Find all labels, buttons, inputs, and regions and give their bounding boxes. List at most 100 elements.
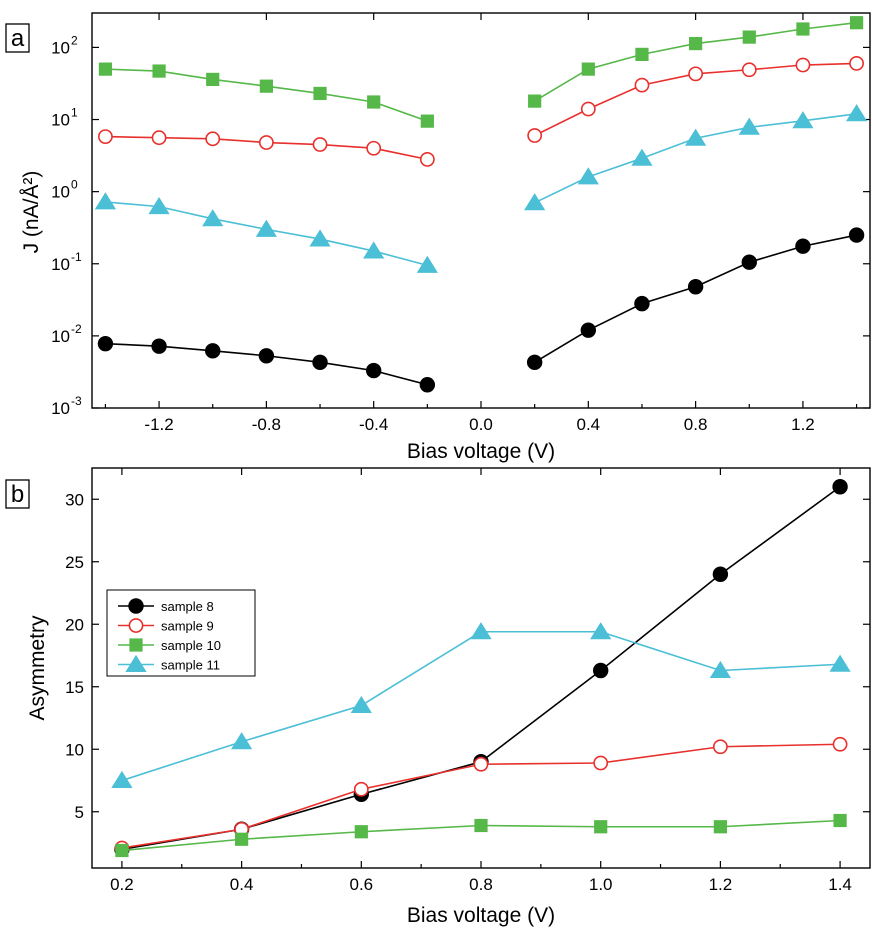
data-point — [419, 377, 436, 393]
data-point — [367, 95, 381, 109]
y-tick-label: 20 — [65, 615, 84, 634]
data-point — [206, 72, 220, 87]
series-sample11 — [94, 104, 868, 273]
data-point — [255, 219, 277, 237]
y-tick-label: 15 — [65, 678, 84, 697]
data-point — [688, 66, 704, 82]
data-point — [832, 736, 848, 752]
x-tick-label: 0.0 — [469, 415, 493, 434]
data-point — [115, 843, 129, 858]
series-sample10 — [98, 16, 864, 128]
data-point — [687, 279, 704, 295]
legend-label: sample 10 — [161, 638, 221, 653]
x-tick-label: -0.4 — [359, 415, 388, 434]
data-point — [833, 813, 847, 828]
data-point — [593, 755, 609, 771]
data-point — [205, 343, 221, 359]
data-point — [631, 148, 653, 166]
panel-b-y-axis-title: Asymmetry — [26, 615, 49, 721]
data-point — [419, 151, 435, 167]
legend-entry-sample10: sample 10 — [118, 638, 221, 653]
data-point — [470, 622, 492, 640]
x-tick-label: 0.4 — [576, 415, 600, 434]
legend-marker — [125, 654, 147, 672]
panel-a-x-axis-title: Bias voltage (V) — [407, 440, 555, 463]
legend-marker — [128, 618, 144, 633]
data-point — [205, 131, 221, 147]
y-tick-exponent: 0 — [71, 178, 78, 192]
data-point — [148, 196, 170, 215]
panel-b-ticks: 0.2 0.4 0.6 0.8 1.0 1.2 1.4 5 10 15 20 25 30 — [65, 468, 870, 894]
panel-a-series-group — [94, 16, 868, 393]
x-tick-label: 0.2 — [110, 875, 134, 894]
panel-b-series-group — [111, 479, 851, 858]
y-tick-label: 10 — [51, 111, 70, 130]
y-tick-label: 10 — [65, 740, 84, 759]
data-point — [235, 832, 249, 846]
x-tick-label: 1.2 — [791, 415, 815, 434]
x-tick-label: 0.4 — [230, 875, 254, 894]
data-point — [151, 338, 167, 354]
data-point — [580, 101, 596, 117]
legend-label: sample 9 — [161, 619, 214, 634]
panel-a-log-current-density-chart: -1.2 -0.8 -0.4 0.0 0.4 0.8 1.210-310-210-110 01… — [5, 12, 871, 463]
data-point — [312, 354, 328, 371]
panel-b-legend: sample 8 sample 9 sample 10 sample 11 — [106, 589, 256, 677]
data-point — [365, 362, 382, 379]
data-point — [473, 756, 489, 772]
data-point — [94, 192, 117, 210]
legend-label: sample 8 — [161, 599, 214, 614]
data-point — [796, 22, 810, 36]
panel-b-asymmetry-chart: 0.2 0.4 0.6 0.8 1.0 1.2 1.4 5 10 15 20 25 30 sample … — [5, 467, 871, 927]
data-point — [713, 820, 727, 834]
data-point — [577, 167, 599, 185]
data-point — [313, 86, 327, 101]
data-point — [848, 227, 865, 243]
data-point — [634, 295, 650, 312]
y-tick-label: 30 — [65, 490, 84, 509]
y-tick-exponent: 1 — [71, 106, 78, 120]
y-tick-label: 10 — [51, 38, 70, 57]
series-sample10 — [115, 813, 847, 858]
data-point — [795, 238, 811, 254]
panel-b-letter: b — [11, 481, 24, 508]
data-point — [685, 128, 707, 146]
y-tick-label: 5 — [75, 803, 84, 822]
data-point — [474, 818, 488, 833]
data-point — [97, 335, 114, 352]
data-point — [792, 111, 814, 129]
data-point — [528, 94, 542, 108]
y-tick-exponent: -2 — [71, 322, 82, 336]
data-point — [741, 254, 757, 270]
y-tick-label: 10 — [51, 255, 70, 274]
legend-label: sample 11 — [161, 658, 220, 673]
data-point — [258, 135, 274, 150]
data-point — [712, 566, 729, 582]
data-point — [151, 130, 167, 146]
y-tick-exponent: 2 — [71, 33, 78, 47]
legend-entry-sample8: sample 8 — [118, 598, 214, 614]
data-point — [353, 781, 369, 797]
data-point — [350, 695, 372, 713]
y-tick-label: 10 — [51, 327, 70, 346]
x-tick-label: -0.8 — [252, 415, 281, 434]
data-point — [592, 662, 609, 679]
data-point — [845, 104, 868, 122]
data-point — [202, 209, 224, 227]
legend-entry-sample11: sample 11 — [118, 654, 220, 673]
y-tick-label: 10 — [51, 183, 70, 202]
data-point — [524, 193, 546, 211]
data-point — [712, 739, 728, 755]
data-point — [111, 770, 133, 788]
data-point — [829, 654, 851, 672]
series-sample11 — [111, 622, 851, 788]
data-point — [832, 479, 848, 495]
x-tick-label: 1.0 — [589, 875, 613, 894]
data-point — [581, 62, 595, 76]
y-tick-exponent: -3 — [71, 394, 82, 408]
data-point — [634, 77, 650, 93]
data-point — [795, 57, 811, 73]
data-point — [309, 229, 331, 247]
data-point — [594, 820, 608, 834]
